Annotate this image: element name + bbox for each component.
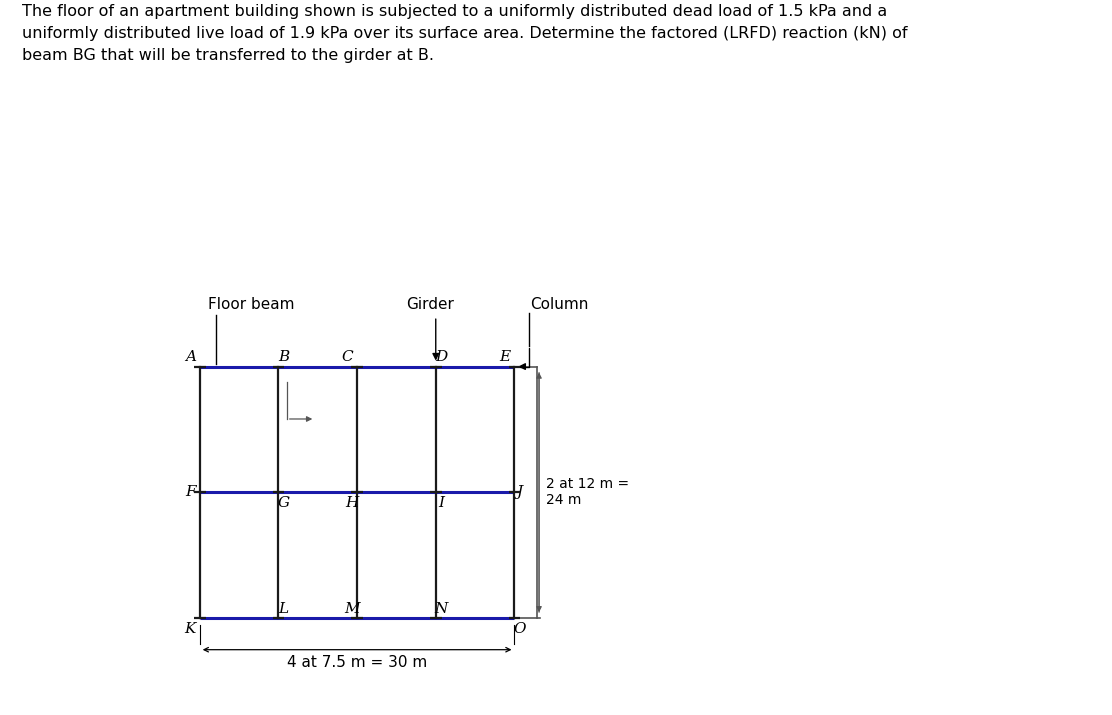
Text: Column: Column bbox=[530, 297, 588, 312]
Text: The floor of an apartment building shown is subjected to a uniformly distributed: The floor of an apartment building shown… bbox=[22, 4, 907, 63]
Text: Girder: Girder bbox=[407, 297, 455, 312]
Text: N: N bbox=[435, 602, 448, 616]
Text: C: C bbox=[341, 350, 354, 364]
Text: L: L bbox=[279, 602, 289, 616]
Text: F: F bbox=[185, 485, 196, 499]
Text: H: H bbox=[345, 496, 358, 510]
Text: Floor beam: Floor beam bbox=[208, 297, 295, 312]
Text: K: K bbox=[185, 622, 196, 636]
Text: A: A bbox=[185, 350, 196, 364]
Text: 4 at 7.5 m = 30 m: 4 at 7.5 m = 30 m bbox=[287, 655, 427, 670]
Text: O: O bbox=[514, 622, 526, 636]
Text: M: M bbox=[344, 602, 359, 616]
Text: E: E bbox=[499, 350, 510, 364]
Text: G: G bbox=[278, 496, 290, 510]
Text: B: B bbox=[278, 350, 289, 364]
Text: I: I bbox=[438, 496, 444, 510]
Text: D: D bbox=[435, 350, 447, 364]
Text: J: J bbox=[517, 485, 523, 499]
Text: 2 at 12 m =
24 m: 2 at 12 m = 24 m bbox=[546, 478, 629, 508]
